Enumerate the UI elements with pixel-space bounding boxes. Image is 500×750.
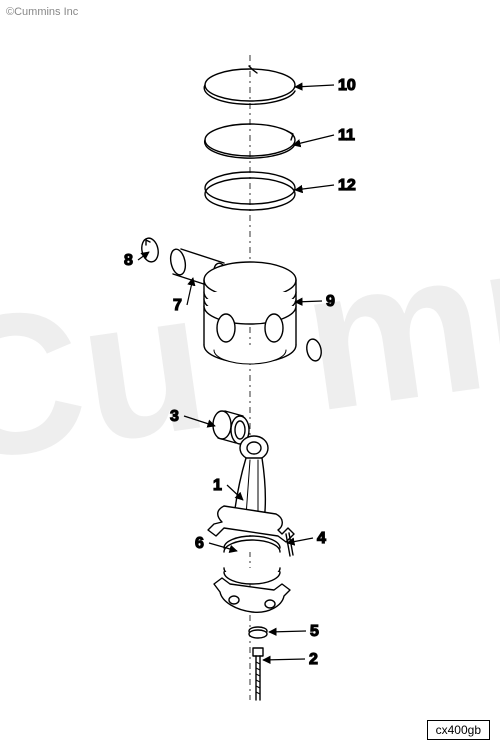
part-washer — [249, 627, 267, 638]
callout-leader-11 — [293, 135, 334, 145]
figure-code-box: cx400gb — [427, 720, 490, 740]
part-cap-bolt — [253, 648, 263, 700]
exploded-view-diagram: 123456789101112 — [0, 0, 500, 750]
callout-leader-10 — [295, 85, 334, 87]
callout-label-1: 1 — [213, 477, 222, 494]
callout-leader-3 — [184, 416, 215, 426]
part-piston — [204, 262, 296, 364]
callout-label-8: 8 — [124, 252, 133, 269]
callout-leader-2 — [263, 659, 305, 660]
callout-label-2: 2 — [309, 651, 318, 668]
callout-leader-7 — [187, 278, 193, 305]
part-piston-pin-retaining-ring — [140, 237, 161, 264]
callout-label-4: 4 — [317, 530, 326, 547]
callout-leader-12 — [295, 185, 334, 190]
callout-leader-5 — [269, 631, 306, 632]
callout-label-5: 5 — [310, 623, 319, 640]
callout-label-6: 6 — [195, 535, 204, 552]
callout-leader-9 — [295, 301, 322, 302]
page: ©Cummins Inc Cu mn — [0, 0, 500, 750]
part-oil-control-ring — [205, 172, 295, 210]
callout-label-12: 12 — [338, 177, 356, 194]
callout-leader-8 — [138, 252, 149, 260]
part-piston-pin-retaining-ring-2 — [305, 338, 323, 362]
callout-label-9: 9 — [326, 293, 335, 310]
callout-label-7: 7 — [173, 297, 182, 314]
callout-label-10: 10 — [338, 77, 356, 94]
callout-label-3: 3 — [170, 408, 179, 425]
callout-label-11: 11 — [338, 127, 355, 144]
part-rod-bearing-shells — [224, 536, 280, 584]
